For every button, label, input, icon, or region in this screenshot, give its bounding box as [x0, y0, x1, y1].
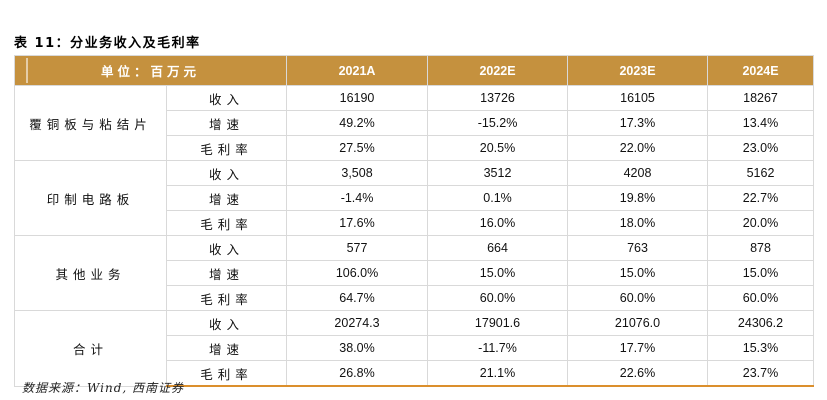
col-header-2021A: 2021A — [286, 55, 429, 86]
value-cell: 27.5% — [286, 135, 429, 161]
value-cell: 60.0% — [567, 285, 709, 311]
value-cell: 17.7% — [567, 335, 709, 361]
metric-label: 收入 — [165, 235, 288, 261]
value-cell: 18.0% — [567, 210, 709, 236]
col-header-2022E: 2022E — [427, 55, 569, 86]
metric-label: 增速 — [165, 110, 288, 136]
table-row: 毛利率 17.6% 16.0% 18.0% 20.0% — [15, 210, 815, 236]
metric-label: 收入 — [165, 160, 288, 186]
business-name-cell: 覆铜板与粘结片 — [14, 85, 167, 161]
metric-label: 增速 — [165, 185, 288, 211]
value-cell: 15.3% — [707, 335, 815, 361]
value-cell: 16.0% — [427, 210, 569, 236]
table-row: 覆铜板与粘结片 收入 16190 13726 16105 18267 — [14, 85, 815, 161]
segment-revenue-table: 单位：百万元 2021A 2022E 2023E 2024E 覆铜板与粘结片 收… — [13, 55, 815, 387]
value-cell: 21.1% — [427, 360, 569, 387]
table-title: 表 11：分业务收入及毛利率 — [14, 36, 201, 51]
table-row: 增速 49.2% -15.2% 17.3% 13.4% — [15, 110, 815, 136]
table-row: 毛利率 27.5% 20.5% 22.0% 23.0% — [15, 135, 815, 161]
value-cell: 49.2% — [286, 110, 429, 136]
header-row: 单位：百万元 2021A 2022E 2023E 2024E — [13, 55, 815, 86]
value-cell: 13726 — [427, 85, 569, 111]
value-cell: 13.4% — [707, 110, 815, 136]
value-cell: 60.0% — [427, 285, 569, 311]
value-cell: 26.8% — [286, 360, 429, 387]
value-cell: 15.0% — [707, 260, 815, 286]
value-cell: 17.6% — [286, 210, 429, 236]
business-name-cell: 印制电路板 — [14, 160, 167, 236]
metric-label: 毛利率 — [165, 135, 288, 161]
table-row: 毛利率 26.8% 21.1% 22.6% 23.7% — [15, 360, 815, 387]
value-cell: 3512 — [427, 160, 569, 186]
business-name-cell: 其他业务 — [14, 235, 167, 311]
value-cell: 5162 — [707, 160, 815, 186]
value-cell: 19.8% — [567, 185, 709, 211]
value-cell: -11.7% — [427, 335, 569, 361]
value-cell: 22.7% — [707, 185, 815, 211]
metric-label: 收入 — [165, 310, 288, 336]
value-cell: 38.0% — [286, 335, 429, 361]
data-source-note: 数据来源：Wind, 西南证券 — [22, 381, 185, 395]
value-cell: 664 — [427, 235, 569, 261]
metric-label: 毛利率 — [165, 210, 288, 236]
value-cell: 20274.3 — [286, 310, 429, 336]
value-cell: 577 — [286, 235, 429, 261]
value-cell: 20.5% — [427, 135, 569, 161]
value-cell: 16105 — [567, 85, 709, 111]
value-cell: 20.0% — [707, 210, 815, 236]
value-cell: -1.4% — [286, 185, 429, 211]
table-row: 合计 收入 20274.3 17901.6 21076.0 24306.2 — [14, 310, 815, 387]
unit-label: 单位：百万元 — [101, 64, 201, 79]
col-header-2023E: 2023E — [567, 55, 709, 86]
value-cell: 60.0% — [707, 285, 815, 311]
table-row: 印制电路板 收入 3,508 3512 4208 5162 — [14, 160, 815, 236]
value-cell: 15.0% — [567, 260, 709, 286]
value-cell: 3,508 — [286, 160, 429, 186]
metric-label: 增速 — [165, 335, 288, 361]
table-row: 增速 38.0% -11.7% 17.7% 15.3% — [15, 335, 815, 361]
value-cell: 23.7% — [707, 360, 815, 387]
value-cell: 64.7% — [286, 285, 429, 311]
value-cell: 22.0% — [567, 135, 709, 161]
header-mini-separator — [26, 58, 28, 83]
table-row: 增速 106.0% 15.0% 15.0% 15.0% — [15, 260, 815, 286]
metric-label: 毛利率 — [165, 285, 288, 311]
value-cell: 878 — [707, 235, 815, 261]
value-cell: 0.1% — [427, 185, 569, 211]
value-cell: 21076.0 — [567, 310, 709, 336]
value-cell: 17901.6 — [427, 310, 569, 336]
table-row: 增速 -1.4% 0.1% 19.8% 22.7% — [15, 185, 815, 211]
col-header-2024E: 2024E — [707, 55, 815, 86]
metric-label: 毛利率 — [165, 360, 288, 387]
value-cell: 17.3% — [567, 110, 709, 136]
value-cell: 24306.2 — [707, 310, 815, 336]
unit-header-cell: 单位：百万元 — [13, 55, 288, 86]
business-name-cell: 合计 — [14, 310, 167, 387]
value-cell: 22.6% — [567, 360, 709, 387]
value-cell: 18267 — [707, 85, 815, 111]
table-row: 其他业务 收入 577 664 763 878 — [14, 235, 815, 311]
table-row: 毛利率 64.7% 60.0% 60.0% 60.0% — [15, 285, 815, 311]
value-cell: 16190 — [286, 85, 429, 111]
metric-label: 增速 — [165, 260, 288, 286]
value-cell: 4208 — [567, 160, 709, 186]
metric-label: 收入 — [165, 85, 288, 111]
value-cell: 763 — [567, 235, 709, 261]
value-cell: 23.0% — [707, 135, 815, 161]
value-cell: -15.2% — [427, 110, 569, 136]
value-cell: 15.0% — [427, 260, 569, 286]
value-cell: 106.0% — [286, 260, 429, 286]
